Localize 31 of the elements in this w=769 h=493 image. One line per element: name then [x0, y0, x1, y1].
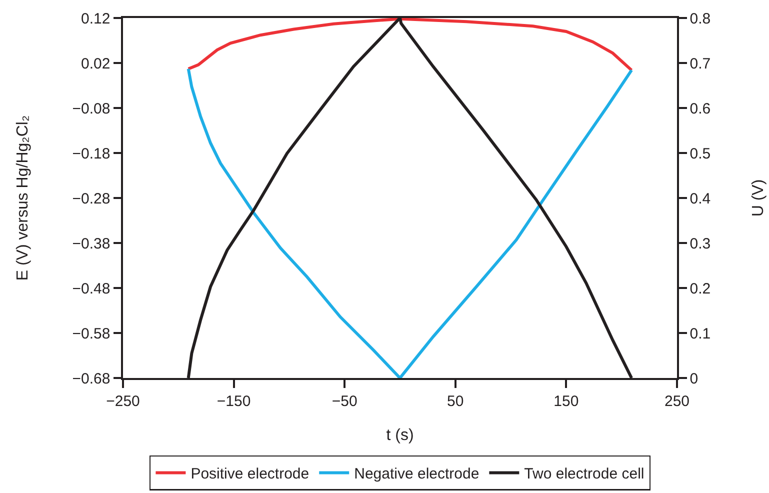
y-tick-label: −0.38 — [72, 235, 110, 252]
x-tick-label: 250 — [664, 392, 690, 410]
y-tick-label: 0.12 — [81, 10, 110, 28]
y2-axis-title: U (V) — [750, 179, 767, 217]
legend-label: Positive electrode — [190, 466, 310, 483]
x-tick-label: −250 — [106, 392, 140, 410]
y2-tick-label: 0.7 — [690, 55, 711, 72]
y-tick-label: −0.68 — [72, 370, 110, 388]
x-tick-label: 150 — [554, 392, 579, 410]
y-tick-label: 0.02 — [81, 55, 110, 72]
x-tick-label: 50 — [447, 392, 464, 410]
y-tick-label: −0.08 — [72, 100, 110, 118]
y-tick-label: −0.28 — [72, 190, 110, 208]
y2-tick-label: 0.3 — [690, 235, 711, 252]
y2-tick-label: 0.5 — [690, 145, 711, 162]
y-tick-label: −0.18 — [72, 145, 110, 162]
x-tick-label: −150 — [216, 392, 251, 410]
x-axis-title: t (s) — [386, 426, 414, 444]
y2-tick-label: 0.8 — [690, 10, 711, 28]
y2-tick-label: 0.2 — [690, 280, 711, 298]
legend-label: Negative electrode — [354, 466, 480, 483]
line-series — [186, 18, 634, 72]
y-axis-title: E (V) versus Hg/Hg₂Cl₂ — [14, 115, 32, 281]
legend-label: Two electrode cell — [524, 466, 644, 483]
y2-tick-label: 0 — [690, 370, 698, 388]
y2-tick-label: 0.6 — [690, 100, 711, 118]
y2-tick-label: 0.4 — [690, 190, 711, 208]
x-tick-label: −50 — [332, 392, 358, 410]
y2-tick-label: 0.1 — [690, 325, 711, 342]
y-tick-label: −0.48 — [72, 280, 110, 298]
y-tick-label: −0.58 — [72, 325, 110, 342]
